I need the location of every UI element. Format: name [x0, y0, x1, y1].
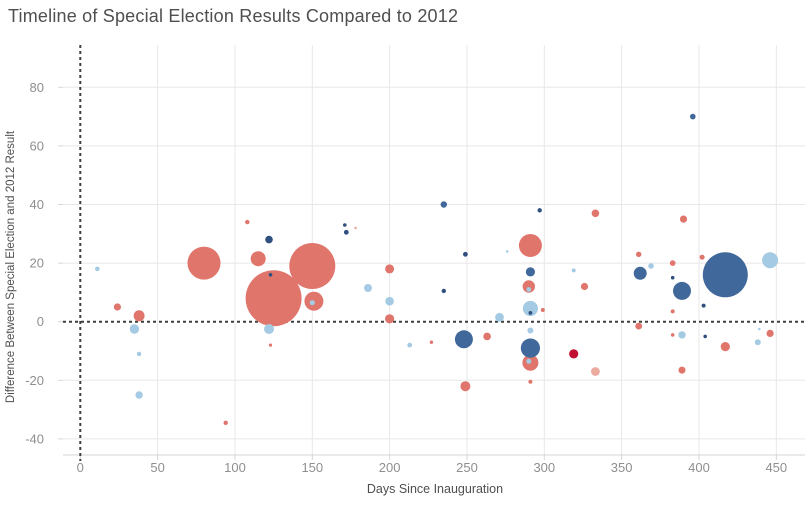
scatter-point[interactable]: [265, 235, 273, 244]
scatter-point[interactable]: [505, 250, 509, 253]
scatter-point[interactable]: [264, 324, 274, 334]
scatter-point[interactable]: [518, 234, 542, 257]
x-tick-label: 400: [688, 460, 710, 475]
x-tick-label: 450: [765, 460, 787, 475]
y-tick-label: 0: [37, 314, 44, 329]
scatter-point[interactable]: [133, 310, 145, 322]
x-tick-label: 100: [224, 460, 246, 475]
scatter-point[interactable]: [454, 330, 473, 349]
scatter-point[interactable]: [670, 309, 675, 314]
scatter-point[interactable]: [537, 208, 542, 213]
scatter-point[interactable]: [354, 226, 357, 230]
scatter-point[interactable]: [268, 343, 273, 347]
x-tick-label: 50: [150, 460, 164, 475]
scatter-point[interactable]: [429, 340, 434, 344]
scatter-point[interactable]: [135, 391, 143, 399]
y-tick-label: 80: [30, 80, 44, 95]
marks-layer: [95, 113, 779, 425]
scatter-point[interactable]: [528, 311, 533, 315]
scatter-point[interactable]: [648, 263, 654, 269]
scatter-point[interactable]: [758, 327, 761, 331]
scatter-point[interactable]: [591, 367, 600, 376]
scatter-point[interactable]: [636, 251, 642, 257]
grid-layer: [58, 45, 805, 460]
scatter-point[interactable]: [407, 342, 413, 348]
scatter-point[interactable]: [385, 314, 395, 324]
scatter-point[interactable]: [720, 342, 730, 352]
scatter-point[interactable]: [528, 379, 533, 384]
scatter-point[interactable]: [526, 358, 532, 364]
reference-lines-layer: [63, 45, 805, 461]
scatter-point[interactable]: [364, 284, 372, 292]
scatter-point[interactable]: [520, 338, 541, 358]
x-tick-label: 150: [301, 460, 323, 475]
scatter-point[interactable]: [569, 349, 579, 359]
scatter-point[interactable]: [136, 351, 142, 357]
scatter-point[interactable]: [670, 333, 675, 337]
scatter-point[interactable]: [669, 260, 676, 266]
y-tick-label: 60: [30, 138, 44, 153]
scatter-point[interactable]: [95, 266, 100, 272]
scatter-point[interactable]: [701, 303, 706, 308]
chart-title: Timeline of Special Election Results Com…: [8, 6, 459, 26]
scatter-point[interactable]: [703, 334, 707, 339]
scatter-point[interactable]: [678, 366, 686, 374]
x-tick-label: 250: [456, 460, 478, 475]
x-tick-label: 200: [379, 460, 401, 475]
scatter-point[interactable]: [113, 303, 121, 311]
scatter-point[interactable]: [343, 223, 347, 227]
x-axis-title: Days Since Inauguration: [367, 482, 503, 496]
scatter-point[interactable]: [268, 273, 273, 277]
scatter-point[interactable]: [525, 267, 536, 277]
scatter-point[interactable]: [527, 327, 534, 334]
scatter-point[interactable]: [483, 332, 491, 341]
scatter-point[interactable]: [766, 329, 774, 337]
scatter-point[interactable]: [440, 201, 447, 208]
scatter-point[interactable]: [495, 312, 504, 322]
scatter-point[interactable]: [571, 268, 576, 273]
scatter-point[interactable]: [460, 381, 471, 392]
scatter-point[interactable]: [699, 254, 705, 260]
scatter-point[interactable]: [250, 251, 266, 267]
scatter-point[interactable]: [522, 300, 539, 317]
scatter-point[interactable]: [522, 280, 535, 293]
x-tick-label: 350: [611, 460, 633, 475]
x-tick-label: 0: [77, 460, 84, 475]
scatter-point[interactable]: [385, 264, 395, 274]
scatter-point[interactable]: [540, 308, 545, 312]
x-tick-label: 300: [533, 460, 555, 475]
scatter-point[interactable]: [754, 339, 761, 346]
y-tick-label: -20: [25, 373, 44, 388]
scatter-point[interactable]: [762, 252, 779, 269]
scatter-point[interactable]: [463, 251, 468, 257]
scatter-point[interactable]: [591, 209, 600, 218]
scatter-point[interactable]: [678, 331, 686, 339]
scatter-point[interactable]: [289, 243, 336, 289]
scatter-point[interactable]: [526, 287, 532, 292]
scatter-point[interactable]: [679, 215, 688, 223]
scatter-point[interactable]: [690, 113, 696, 120]
scatter-point[interactable]: [343, 229, 349, 235]
y-tick-label: 40: [30, 197, 44, 212]
y-tick-label: -40: [25, 431, 44, 446]
scatter-point[interactable]: [309, 300, 315, 306]
scatter-point[interactable]: [633, 266, 647, 280]
scatter-point[interactable]: [635, 322, 643, 330]
scatter-point[interactable]: [187, 246, 221, 280]
scatter-point[interactable]: [223, 420, 228, 425]
y-axis-title: Difference Between Special Election and …: [5, 130, 17, 403]
scatter-point[interactable]: [245, 270, 302, 327]
scatter-point[interactable]: [673, 281, 691, 300]
y-tick-label: 20: [30, 256, 44, 271]
scatter-point[interactable]: [441, 288, 446, 294]
scatter-point[interactable]: [670, 275, 675, 280]
tick-labels-layer: 0 50 100 150 200 250 300 350 400 450 -40 -20 0 20 40 60…: [25, 80, 787, 475]
scatter-point[interactable]: [129, 324, 140, 334]
scatter-point[interactable]: [385, 296, 394, 306]
scatter-point[interactable]: [702, 252, 748, 298]
scatter-point[interactable]: [580, 282, 589, 291]
scatter-point[interactable]: [245, 219, 250, 225]
